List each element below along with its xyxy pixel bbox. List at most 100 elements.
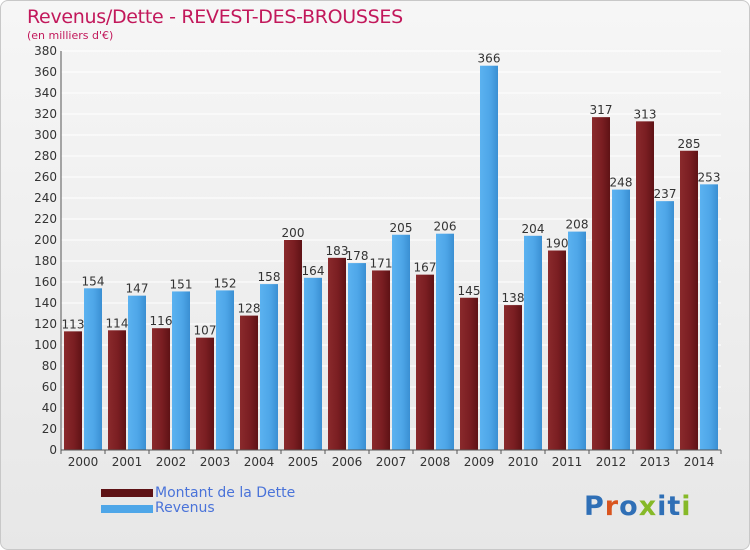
chart-title: Revenus/Dette - REVEST-DES-BROUSSES	[27, 6, 403, 28]
data-label-dette: 114	[106, 316, 129, 330]
data-label-revenus: 206	[434, 220, 457, 234]
bar-dette	[328, 257, 346, 450]
y-tick-label: 60	[42, 380, 57, 394]
data-label-revenus: 158	[258, 270, 281, 284]
bar-revenus	[304, 277, 322, 450]
logo-letter: o	[619, 491, 639, 522]
bar-revenus	[700, 184, 718, 450]
x-tick-label: 2007	[376, 455, 407, 469]
bar-revenus	[612, 189, 630, 450]
y-tick-label: 140	[34, 296, 57, 310]
bar-dette	[592, 117, 610, 451]
data-label-revenus: 152	[214, 276, 237, 290]
y-tick-label: 160	[34, 275, 57, 289]
y-tick-label: 340	[34, 86, 57, 100]
legend-swatch-revenus	[101, 505, 153, 513]
bar-dette	[108, 330, 126, 450]
data-label-dette: 138	[502, 291, 525, 305]
y-tick-label: 320	[34, 107, 57, 121]
x-tick-label: 2013	[640, 455, 671, 469]
bar-revenus	[84, 288, 102, 450]
data-label-revenus: 164	[302, 264, 325, 278]
x-tick-label: 2011	[552, 455, 583, 469]
bar-dette	[504, 305, 522, 450]
bar-dette	[372, 270, 390, 450]
bar-dette	[152, 328, 170, 450]
data-label-revenus: 178	[346, 249, 369, 263]
bar-revenus	[348, 263, 366, 450]
x-tick-label: 2001	[112, 455, 143, 469]
y-tick-label: 200	[34, 233, 57, 247]
logo-letter: x	[638, 491, 658, 522]
bar-dette	[636, 121, 654, 450]
x-tick-label: 2008	[420, 455, 451, 469]
y-tick-label: 80	[42, 359, 57, 373]
data-label-revenus: 253	[698, 170, 721, 184]
logo-letter: P	[584, 491, 605, 522]
bar-dette	[460, 297, 478, 450]
bar-dette	[680, 150, 698, 450]
x-tick-label: 2006	[332, 455, 363, 469]
data-label-dette: 285	[678, 137, 701, 151]
y-tick-label: 0	[49, 443, 57, 457]
bar-dette	[416, 274, 434, 450]
bar-revenus	[568, 231, 586, 450]
data-label-dette: 128	[238, 302, 261, 316]
data-label-revenus: 248	[610, 176, 633, 190]
data-label-revenus: 154	[82, 274, 105, 288]
chart-subtitle: (en milliers d'€)	[27, 29, 114, 42]
y-tick-label: 180	[34, 254, 57, 268]
logo-letter: i	[657, 491, 668, 522]
y-tick-label: 280	[34, 149, 57, 163]
data-label-dette: 190	[546, 237, 569, 251]
data-label-revenus: 205	[390, 221, 413, 235]
data-label-revenus: 208	[566, 218, 589, 232]
y-tick-label: 380	[34, 44, 57, 58]
x-tick-label: 2010	[508, 455, 539, 469]
y-tick-label: 220	[34, 212, 57, 226]
y-tick-label: 120	[34, 317, 57, 331]
data-label-dette: 116	[150, 314, 173, 328]
data-label-dette: 183	[326, 244, 349, 258]
data-label-dette: 313	[634, 107, 657, 121]
data-label-dette: 317	[590, 103, 613, 117]
proxiti-logo[interactable]: Proxiti	[584, 491, 692, 522]
bar-revenus	[480, 65, 498, 450]
x-tick-label: 2004	[244, 455, 275, 469]
x-tick-label: 2003	[200, 455, 231, 469]
logo-letter: i	[681, 491, 692, 522]
data-label-dette: 200	[282, 226, 305, 240]
logo-letter: t	[667, 491, 682, 522]
data-label-revenus: 237	[654, 187, 677, 201]
bar-revenus	[260, 284, 278, 450]
bar-revenus	[128, 295, 146, 450]
bar-revenus	[172, 291, 190, 450]
bar-revenus	[524, 235, 542, 450]
y-tick-label: 40	[42, 401, 57, 415]
bar-dette	[284, 240, 302, 450]
data-label-dette: 167	[414, 261, 437, 275]
bar-revenus	[436, 233, 454, 450]
y-tick-label: 300	[34, 128, 57, 142]
logo-letter: r	[604, 491, 620, 522]
y-tick-label: 100	[34, 338, 57, 352]
bar-dette	[64, 331, 82, 450]
y-tick-label: 360	[34, 65, 57, 79]
data-label-revenus: 204	[522, 222, 545, 236]
bar-revenus	[216, 290, 234, 450]
data-label-dette: 171	[370, 256, 393, 270]
y-tick-label: 240	[34, 191, 57, 205]
bar-dette	[196, 337, 214, 450]
data-label-dette: 113	[62, 317, 85, 331]
data-label-dette: 145	[458, 284, 481, 298]
y-tick-label: 20	[42, 422, 57, 436]
bar-revenus	[656, 201, 674, 450]
bar-dette	[548, 250, 566, 450]
bar-dette	[240, 315, 258, 450]
x-tick-label: 2002	[156, 455, 187, 469]
legend-label-revenus: Revenus	[155, 500, 215, 516]
data-label-dette: 107	[194, 324, 217, 338]
data-label-revenus: 366	[478, 52, 501, 66]
data-label-revenus: 147	[126, 282, 149, 296]
